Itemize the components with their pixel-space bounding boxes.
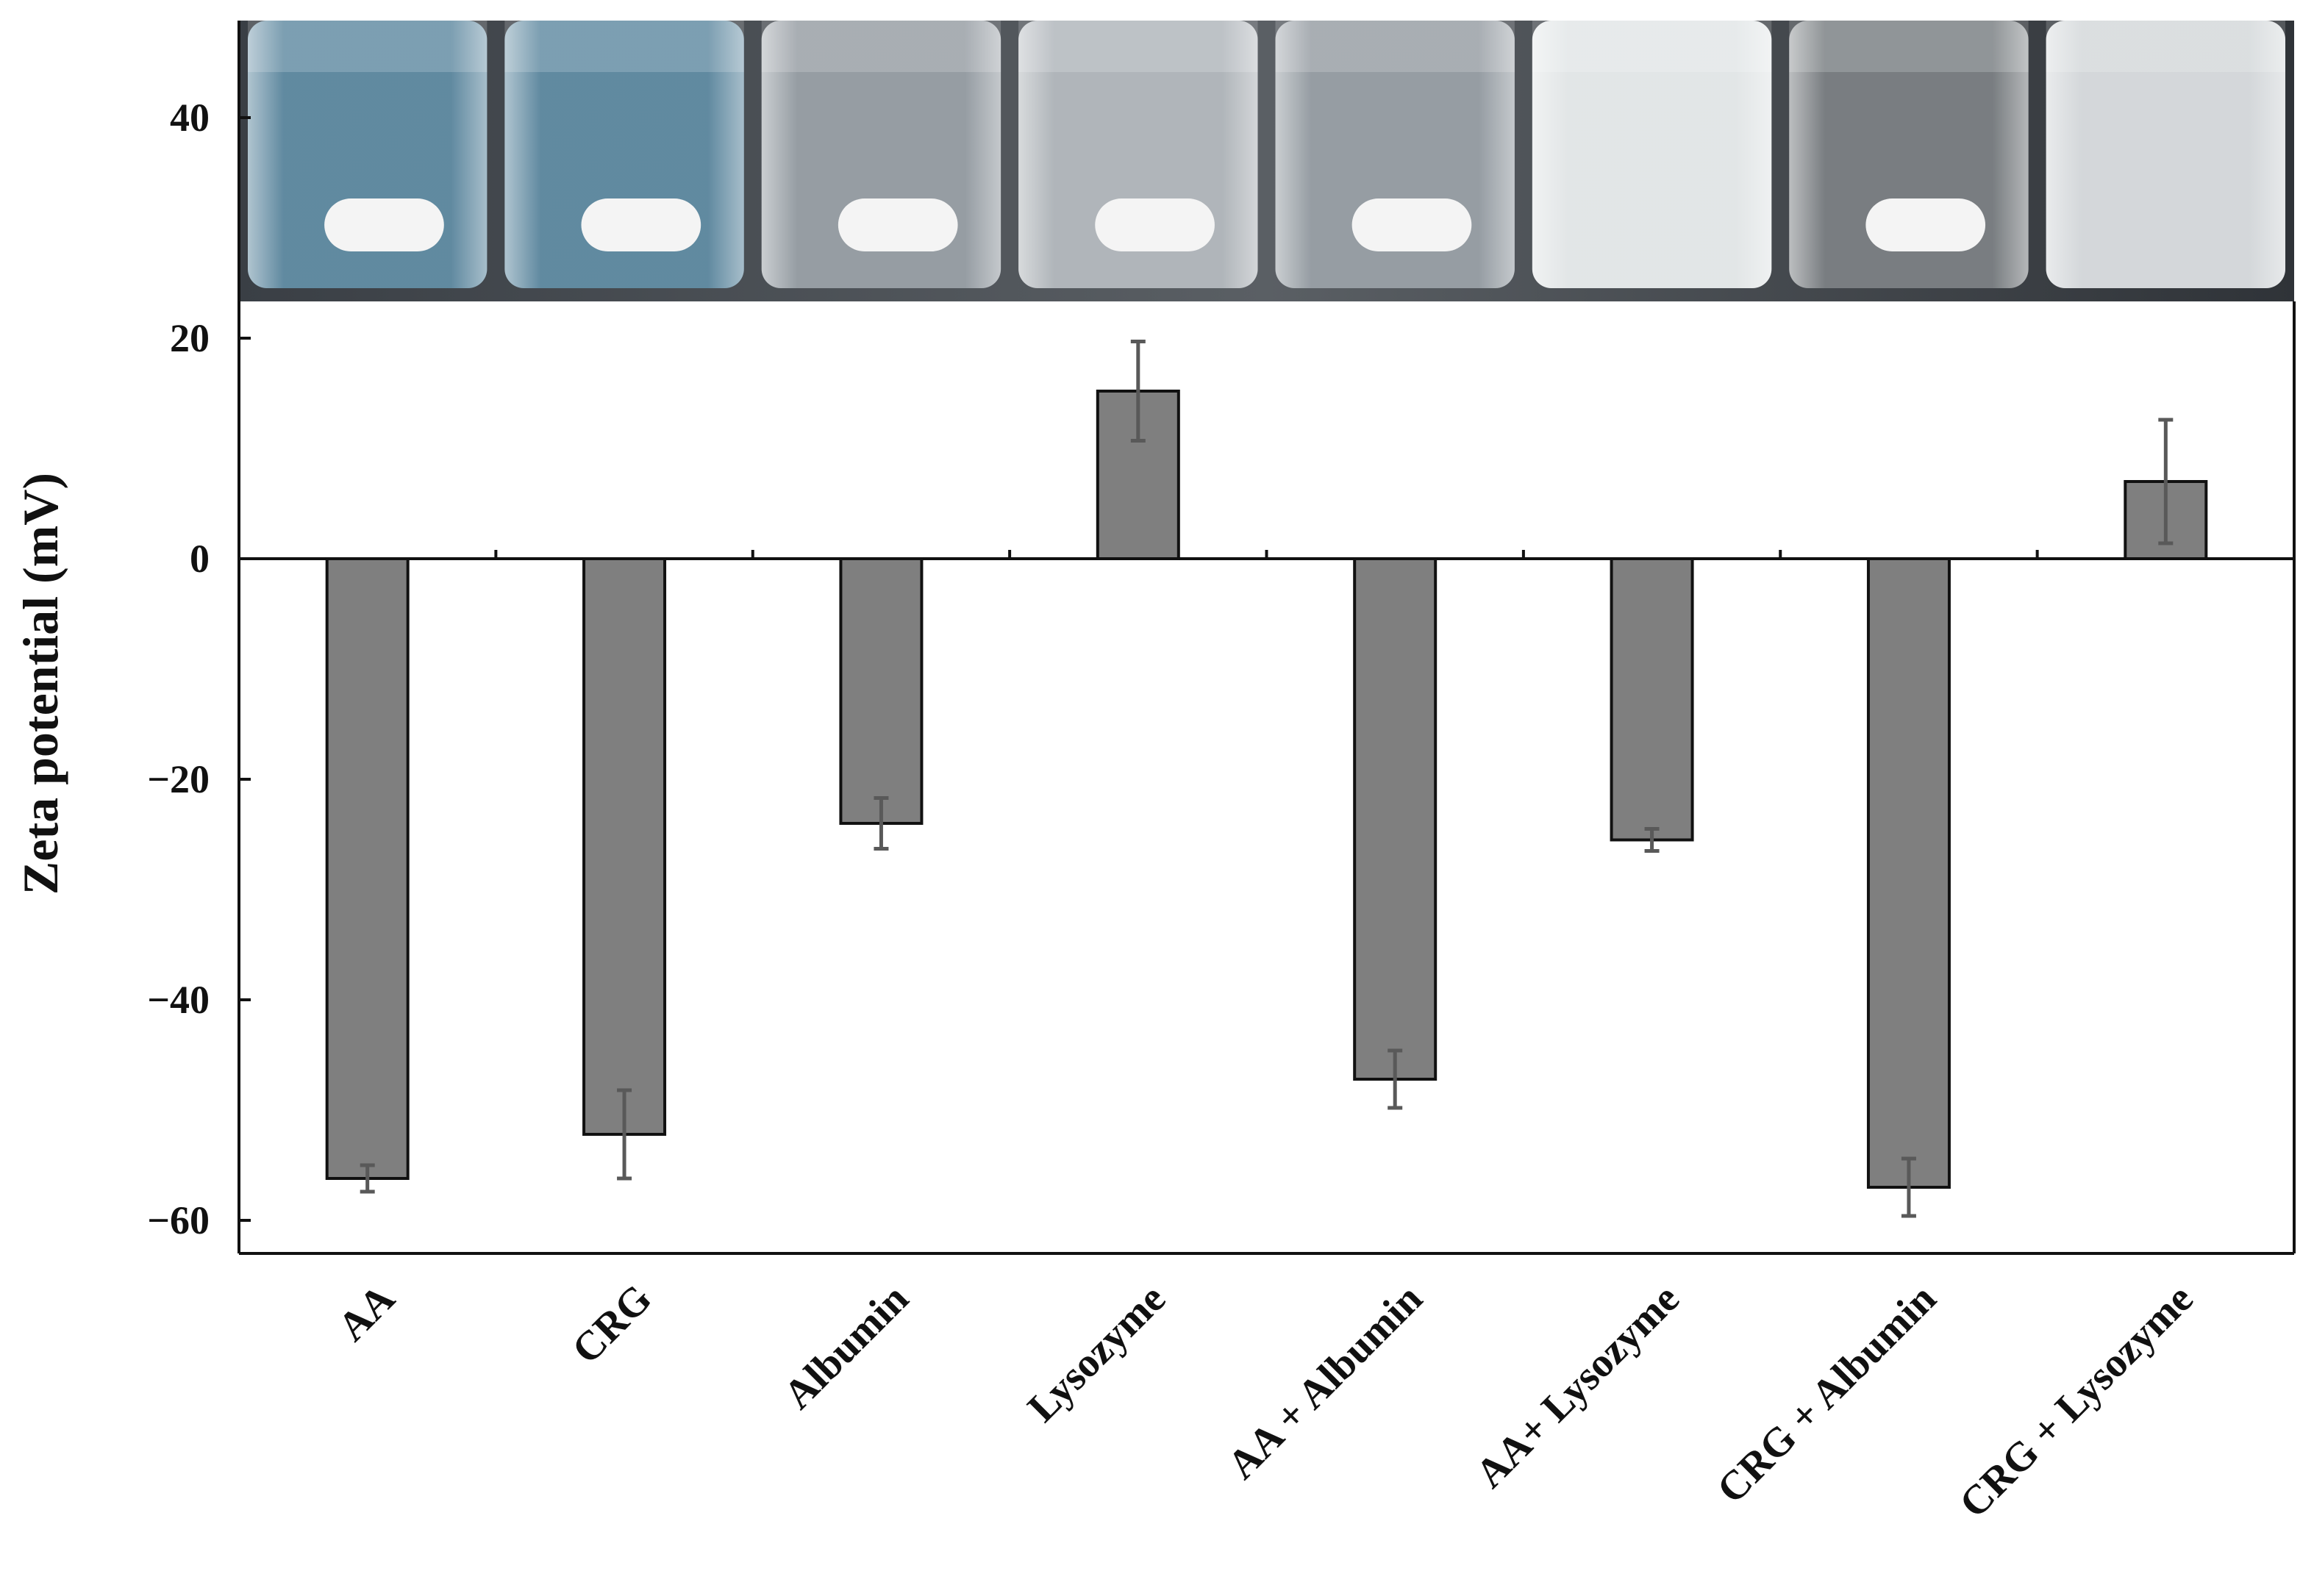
vial	[248, 21, 488, 288]
category-label: Lysozyme	[1019, 1275, 1174, 1431]
category-label: CRG + Albumin	[1708, 1275, 1945, 1512]
error-bar	[874, 796, 889, 851]
vial	[761, 21, 1001, 288]
category-label: CRG	[563, 1275, 660, 1373]
error-bar	[1130, 340, 1146, 443]
stir-bar	[1865, 198, 1986, 251]
bar-series	[325, 340, 2208, 1218]
stir-bar	[581, 198, 701, 251]
y-axis-tick-labels: 40 20 0 −20 −40 −60	[147, 96, 210, 1242]
error-bar	[2158, 418, 2174, 545]
vial	[2046, 21, 2285, 288]
vial-photo	[239, 21, 2294, 301]
category-label: Albumin	[775, 1275, 917, 1417]
x-axis-category-labels: AA CRG Albumin Lysozyme AA + Albumin AA+ Lyso…	[329, 1275, 2202, 1527]
y-tick-label: 40	[170, 96, 210, 140]
stir-bar	[324, 198, 444, 251]
category-label: AA + Albumin	[1219, 1275, 1432, 1488]
vial-glass	[2046, 21, 2285, 288]
bar	[1353, 557, 1438, 1081]
y-tick-label: 20	[170, 316, 210, 360]
vial-glass	[1532, 21, 1772, 288]
error-bar	[1644, 827, 1660, 853]
y-tick-label: −40	[147, 978, 210, 1022]
error-bar	[1901, 1156, 1916, 1218]
category-label: AA+ Lysozyme	[1467, 1275, 1688, 1497]
bar	[1866, 557, 1951, 1189]
error-bar	[617, 1088, 632, 1181]
vial	[1532, 21, 1772, 288]
vial	[504, 21, 744, 288]
error-bar	[1388, 1048, 1403, 1110]
stir-bar	[1351, 198, 1472, 251]
error-bar	[360, 1163, 375, 1194]
vial	[1018, 21, 1258, 288]
stir-bar	[1095, 198, 1215, 251]
bar	[325, 557, 410, 1180]
category-label: AA	[329, 1275, 404, 1350]
bar	[839, 557, 924, 825]
bar	[1610, 557, 1694, 842]
category-label: CRG + Lysozyme	[1951, 1275, 2201, 1526]
plot-axes	[238, 21, 2296, 1255]
vial	[1789, 21, 2029, 288]
bar	[582, 557, 667, 1136]
vial	[1275, 21, 1515, 288]
y-tick-label: −60	[147, 1198, 210, 1242]
y-axis-title: Zeta potential (mV)	[13, 473, 68, 895]
stir-bar	[838, 198, 958, 251]
y-tick-label: −20	[147, 757, 210, 801]
y-tick-label: 0	[190, 537, 210, 581]
